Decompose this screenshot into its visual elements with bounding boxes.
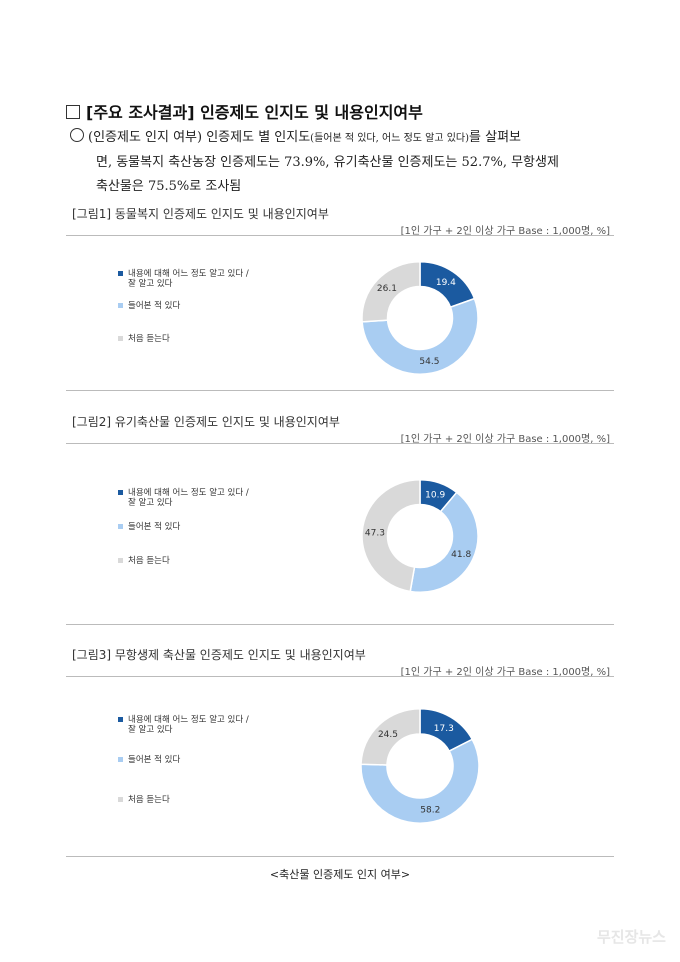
legend-swatch-first [118,797,123,802]
summary-line3: 축산물은 75.5%로 조사됨 [96,179,242,194]
legend-swatch-know [118,490,123,495]
divider [66,856,614,857]
donut-slice-first [361,478,421,593]
chart-base-note: [1인 가구 + 2인 이상 가구 Base : 1,000명, %] [400,667,610,678]
divider [66,624,614,625]
chart-title: [그림1] 동물복지 인증제도 인지도 및 내용인지여부 [72,207,329,221]
legend-item-know: 내용에 대해 어느 정도 알고 있다 / 잘 알고 있다 [118,269,249,301]
legend-swatch-first [118,336,123,341]
donut-chart-3: 17.3 58.2 24.5 [360,708,480,824]
chart-base-note: [1인 가구 + 2인 이상 가구 Base : 1,000명, %] [400,226,610,237]
donut-slice-first [360,708,421,766]
summary-paragraph: (인증제도 인지 여부) 인증제도 별 인지도(들어본 적 있다, 어느 정도 … [70,126,615,199]
data-label-heard: 41.8 [451,550,471,560]
chart-panel-1: [그림1] 동물복지 인증제도 인지도 및 내용인지여부 [1인 가구 + 2인… [66,205,614,395]
legend-item-first: 처음 듣는다 [118,334,249,344]
legend-item-heard: 들어본 적 있다 [118,522,249,556]
chart-legend: 내용에 대해 어느 정도 알고 있다 / 잘 알고 있다 들어본 적 있다 처음 … [118,488,249,566]
legend-item-heard: 들어본 적 있다 [118,755,249,795]
chart-legend: 내용에 대해 어느 정도 알고 있다 / 잘 알고 있다 들어본 적 있다 처음 … [118,269,249,344]
legend-item-first: 처음 듣는다 [118,556,249,566]
donut-slice-heard [360,738,480,824]
legend-swatch-first [118,558,123,563]
chart-base-note: [1인 가구 + 2인 이상 가구 Base : 1,000명, %] [400,434,610,445]
legend-swatch-heard [118,303,123,308]
legend-item-heard: 들어본 적 있다 [118,301,249,334]
donut-slice-heard [409,491,479,593]
legend-swatch-heard [118,757,123,762]
checkbox-square-icon [66,105,80,119]
watermark-logo: 무진장뉴스 [596,928,666,946]
summary-line1-small: (들어본 적 있다, 어느 정도 알고 있다) [310,133,470,144]
donut-chart-2: 10.9 41.8 47.3 [361,478,479,593]
data-label-first: 26.1 [377,284,397,294]
legend-item-know: 내용에 대해 어느 정도 알고 있다 / 잘 알고 있다 [118,715,249,755]
chart-panel-2: [그림2] 유기축산물 인증제도 인지도 및 내용인지여부 [1인 가구 + 2… [66,413,614,628]
chart-legend: 내용에 대해 어느 정도 알고 있다 / 잘 알고 있다 들어본 적 있다 처음 … [118,715,249,805]
legend-swatch-heard [118,524,123,529]
divider [66,443,614,444]
legend-item-know: 내용에 대해 어느 정도 알고 있다 / 잘 알고 있다 [118,488,249,522]
divider [66,676,614,677]
figure-caption: <축산물 인증제도 인지 여부> [269,868,411,881]
legend-swatch-know [118,717,123,722]
data-label-know: 10.9 [425,491,445,501]
legend-swatch-know [118,271,123,276]
data-label-know: 17.3 [434,724,454,734]
divider [66,390,614,391]
chart-title: [그림2] 유기축산물 인증제도 인지도 및 내용인지여부 [72,415,340,429]
section-heading-text: [주요 조사결과] 인증제도 인지도 및 내용인지여부 [86,103,423,122]
donut-slice-heard [361,297,479,376]
section-heading: [주요 조사결과] 인증제도 인지도 및 내용인지여부 [66,99,423,123]
summary-line1-tail: 를 살펴보 [469,130,522,145]
donut-slice-first [361,260,421,323]
data-label-know: 19.4 [436,278,456,288]
summary-line2: 면, 동물복지 축산농장 인증제도는 73.9%, 유기축산물 인증제도는 52… [96,155,559,170]
circle-bullet-icon [70,128,84,142]
chart-panel-3: [그림3] 무항생제 축산물 인증제도 인지도 및 내용인지여부 [1인 가구 … [66,646,614,861]
data-label-heard: 58.2 [420,806,440,816]
legend-item-first: 처음 듣는다 [118,795,249,805]
data-label-heard: 54.5 [419,357,439,367]
divider [66,235,614,236]
chart-title: [그림3] 무항생제 축산물 인증제도 인지도 및 내용인지여부 [72,648,366,662]
summary-line1-main: (인증제도 인지 여부) 인증제도 별 인지도 [88,130,311,145]
data-label-first: 47.3 [365,528,385,538]
data-label-first: 24.5 [378,730,398,740]
donut-chart-1: 19.4 54.5 26.1 [361,260,479,376]
